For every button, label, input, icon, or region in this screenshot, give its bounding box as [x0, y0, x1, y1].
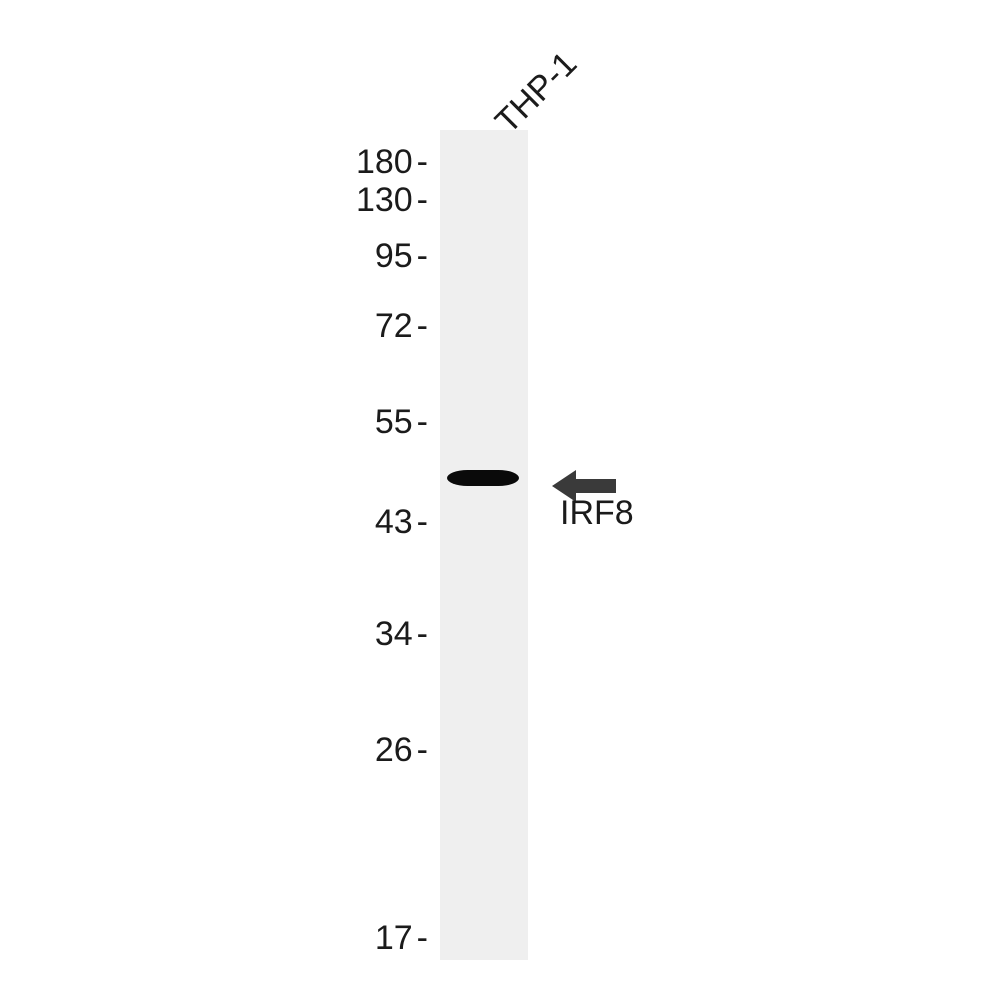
mw-marker: 26-	[375, 733, 428, 767]
mw-marker-value: 130	[356, 183, 415, 217]
band-label: IRF8	[560, 494, 634, 533]
mw-marker: 180-	[356, 145, 428, 179]
western-blot-figure: THP-1 180-130-95-72-55-43-34-26-17- IRF8	[0, 0, 1000, 1000]
lane-label: THP-1	[488, 45, 585, 142]
mw-marker-dash: -	[415, 405, 428, 439]
mw-marker-dash: -	[415, 921, 428, 955]
mw-marker: 43-	[375, 505, 428, 539]
mw-marker: 55-	[375, 405, 428, 439]
mw-marker-value: 95	[375, 239, 415, 273]
mw-marker-dash: -	[415, 145, 428, 179]
mw-marker: 95-	[375, 239, 428, 273]
mw-marker-value: 17	[375, 921, 415, 955]
arrow-shaft-icon	[576, 479, 616, 493]
mw-marker: 130-	[356, 183, 428, 217]
mw-marker-dash: -	[415, 505, 428, 539]
mw-marker-dash: -	[415, 733, 428, 767]
blot-lane: THP-1	[440, 130, 528, 960]
mw-marker: 17-	[375, 921, 428, 955]
mw-marker-dash: -	[415, 239, 428, 273]
mw-marker-value: 34	[375, 617, 415, 651]
mw-marker-dash: -	[415, 309, 428, 343]
mw-marker-value: 43	[375, 505, 415, 539]
mw-marker: 34-	[375, 617, 428, 651]
mw-marker-value: 26	[375, 733, 415, 767]
mw-marker-value: 55	[375, 405, 415, 439]
mw-marker-value: 180	[356, 145, 415, 179]
mw-marker-value: 72	[375, 309, 415, 343]
mw-marker: 72-	[375, 309, 428, 343]
mw-marker-dash: -	[415, 617, 428, 651]
mw-marker-dash: -	[415, 183, 428, 217]
protein-band	[447, 470, 519, 486]
